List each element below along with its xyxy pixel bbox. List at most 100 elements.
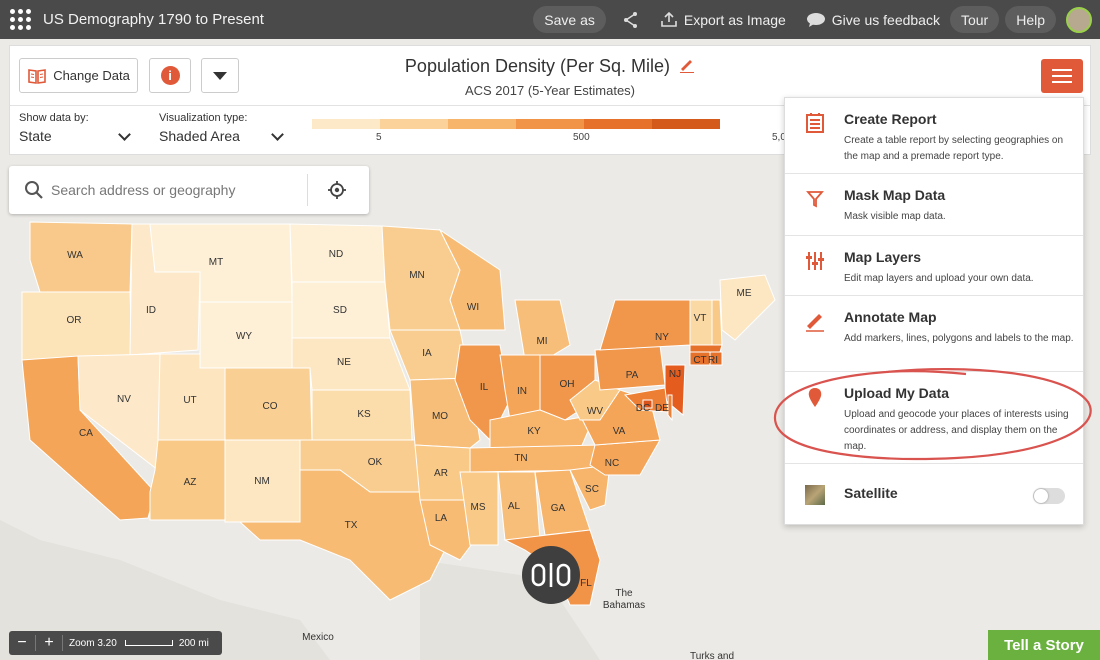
avatar[interactable] [1066, 6, 1092, 33]
menu-item-desc: Mask visible map data. [844, 211, 946, 222]
zoom-control: − + Zoom 3.20 200 mi [9, 631, 222, 655]
search-input[interactable] [51, 175, 301, 205]
help-button[interactable]: Help [1005, 6, 1056, 33]
app-title: US Demography 1790 to Present [43, 11, 264, 28]
menu-item-title: Annotate Map [844, 309, 937, 325]
menu-item-satellite[interactable]: Satellite [785, 464, 1083, 524]
mexico-land [0, 520, 330, 660]
state-label-wa: WA [67, 250, 83, 261]
legend-tick: 5 [376, 132, 382, 143]
state-label-nj: NJ [669, 369, 681, 380]
change-data-button[interactable]: Change Data [19, 58, 138, 93]
state-label-wv: WV [587, 406, 603, 417]
state-me[interactable] [719, 274, 776, 341]
state-pa[interactable] [594, 344, 666, 391]
state-label-pa: PA [626, 370, 639, 381]
legend-tick: 5,0 [772, 132, 786, 143]
menu-item-create-report[interactable]: Create Report Create a table report by s… [785, 98, 1083, 174]
visualization-type-label: Visualization type: [159, 112, 248, 124]
state-tx[interactable] [238, 469, 451, 601]
state-label-ct: CT [693, 355, 706, 366]
legend-scale [312, 119, 720, 129]
state-label-mn: MN [409, 270, 425, 281]
state-label-al: AL [508, 501, 521, 512]
state-ms[interactable] [459, 471, 499, 546]
state-dc[interactable] [642, 399, 653, 409]
locate-me-icon[interactable] [327, 180, 347, 200]
feedback-label: Give us feedback [831, 11, 940, 28]
state-ri[interactable] [709, 351, 723, 366]
state-label-nm: NM [254, 476, 270, 487]
export-label: Export as Image [683, 11, 786, 28]
map-title-row: Population Density (Per Sq. Mile) [10, 56, 1090, 77]
state-label-me: ME [737, 288, 752, 299]
state-or[interactable] [21, 291, 133, 361]
info-button[interactable]: i [149, 58, 191, 93]
state-wv[interactable] [569, 379, 621, 421]
visualization-type-select[interactable]: Visualization type: Shaded Area [159, 112, 285, 144]
share-button[interactable] [622, 11, 640, 29]
place-mexico: Mexico [302, 632, 334, 643]
legend-swatch [448, 119, 516, 129]
sliders-icon [806, 252, 824, 270]
state-label-wy: WY [236, 331, 252, 342]
pencil-icon [806, 314, 824, 332]
more-options-button[interactable] [201, 58, 239, 93]
filter-funnel-icon [806, 191, 824, 208]
state-label-ri: RI [708, 355, 718, 366]
swipe-compare-icon [531, 563, 571, 587]
menu-item-mask-map-data[interactable]: Mask Map Data Mask visible map data. [785, 174, 1083, 236]
zoom-divider [62, 635, 63, 651]
zoom-in-button[interactable]: + [44, 634, 54, 651]
menu-item-annotate-map[interactable]: Annotate Map Add markers, lines, polygon… [785, 296, 1083, 372]
menu-item-map-layers[interactable]: Map Layers Edit map layers and upload yo… [785, 236, 1083, 296]
state-label-or: OR [67, 315, 82, 326]
swipe-compare-button[interactable] [522, 546, 580, 604]
state-label-ia: IA [422, 348, 432, 359]
pencil-icon[interactable] [679, 57, 695, 73]
place-the: The [615, 588, 633, 599]
state-de[interactable] [667, 394, 673, 422]
hamburger-menu-button[interactable] [1041, 59, 1083, 93]
menu-item-upload-my-data[interactable]: Upload My Data Upload and geocode your p… [785, 372, 1083, 464]
state-la[interactable] [419, 499, 476, 561]
tell-a-story-button[interactable]: Tell a Story [988, 630, 1100, 660]
legend-tick: 500 [573, 132, 590, 143]
show-data-by-select[interactable]: Show data by: State [19, 112, 131, 144]
feedback-button[interactable]: Give us feedback [806, 12, 940, 28]
state-mi[interactable] [514, 299, 571, 361]
top-bar: US Demography 1790 to Present Save as Ex… [0, 0, 1100, 39]
state-label-ny: NY [655, 332, 669, 343]
zoom-level: Zoom 3.20 [69, 637, 117, 649]
state-label-ut: UT [183, 395, 196, 406]
state-label-ms: MS [471, 502, 486, 513]
export-image-button[interactable]: Export as Image [660, 11, 786, 28]
menu-item-desc: Add markers, lines, polygons and labels … [844, 333, 1074, 344]
info-icon: i [160, 66, 180, 85]
map-title: Population Density (Per Sq. Mile) [404, 56, 671, 76]
state-ny[interactable] [599, 299, 691, 351]
state-ma[interactable] [689, 344, 723, 353]
zoom-out-button[interactable]: − [17, 634, 27, 651]
save-as-button[interactable]: Save as [533, 6, 606, 33]
state-label-id: ID [146, 305, 156, 316]
satellite-toggle[interactable] [1033, 488, 1065, 504]
state-label-ar: AR [434, 468, 448, 479]
state-label-fl: FL [580, 578, 592, 589]
state-wi[interactable] [438, 228, 506, 331]
state-tn[interactable] [469, 444, 601, 473]
state-label-oh: OH [560, 379, 575, 390]
state-label-nd: ND [329, 249, 343, 260]
state-label-mo: MO [432, 411, 448, 422]
state-label-ne: NE [337, 357, 351, 368]
state-label-co: CO [263, 401, 278, 412]
state-label-tx: TX [345, 520, 358, 531]
tour-button[interactable]: Tour [949, 6, 1000, 33]
state-label-de: DE [655, 403, 669, 414]
state-label-sd: SD [333, 305, 347, 316]
legend-swatch [584, 119, 652, 129]
state-nh[interactable] [711, 299, 723, 346]
app-logo-icon[interactable] [10, 8, 32, 31]
state-label-nv: NV [117, 394, 131, 405]
zoom-divider [35, 635, 36, 651]
